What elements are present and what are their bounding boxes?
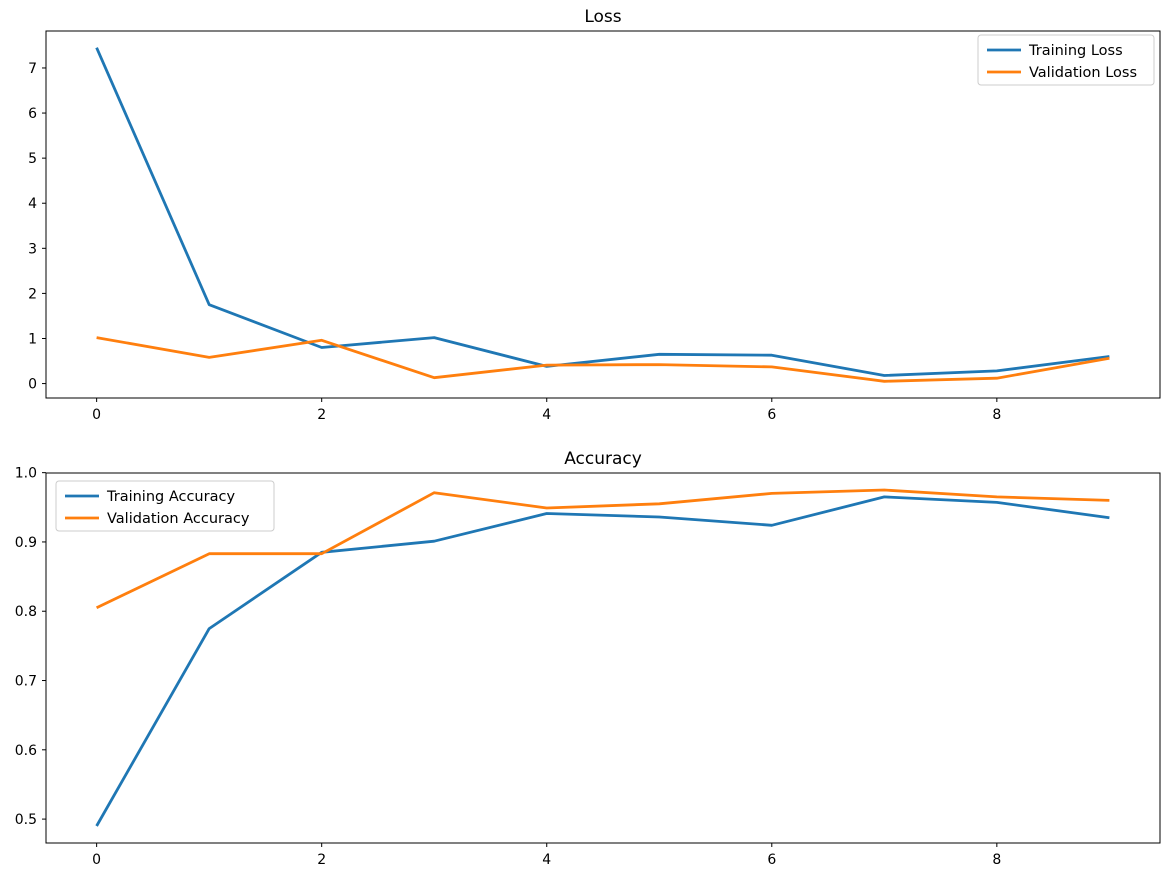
legend: Training Loss Validation Loss bbox=[977, 34, 1155, 86]
x-tick-label: 0 bbox=[92, 852, 101, 868]
chart-title: Accuracy bbox=[564, 449, 642, 469]
x-tick-label: 2 bbox=[317, 852, 326, 868]
loss-chart: Loss 0 2 4 6 8 0 1 2 3 4 5 6 7 Training Loss Validation… bbox=[28, 7, 1161, 423]
y-tick-label: 0.8 bbox=[15, 604, 37, 620]
x-tick-label: 8 bbox=[992, 407, 1001, 423]
legend-box bbox=[977, 34, 1155, 86]
y-tick-label: 1.0 bbox=[15, 466, 37, 482]
training-accuracy-line bbox=[95, 495, 1110, 827]
y-tick-label: 0.5 bbox=[15, 812, 37, 828]
y-tick-label: 4 bbox=[28, 196, 37, 212]
training-loss-line bbox=[95, 47, 1110, 377]
y-tick-label: 0.7 bbox=[15, 674, 37, 690]
y-tick-label: 6 bbox=[28, 106, 37, 122]
validation-accuracy-line bbox=[95, 488, 1110, 610]
x-tick-label: 4 bbox=[542, 407, 551, 423]
accuracy-chart: Accuracy 0 2 4 6 8 0.5 0.6 0.7 0.8 0.9 1.0 Training … bbox=[15, 449, 1161, 868]
legend: Training Accuracy Validation Accuracy bbox=[55, 480, 275, 532]
y-tick-label: 0.9 bbox=[15, 535, 37, 551]
x-tick-label: 6 bbox=[767, 852, 776, 868]
y-tick-label: 7 bbox=[28, 61, 37, 77]
x-tick-label: 0 bbox=[92, 407, 101, 423]
y-tick-label: 2 bbox=[28, 286, 37, 302]
x-tick-label: 2 bbox=[317, 407, 326, 423]
validation-loss-line bbox=[96, 336, 1110, 383]
legend-box bbox=[55, 480, 275, 532]
y-tick-label: 0 bbox=[28, 377, 37, 393]
chart-title: Loss bbox=[584, 7, 621, 27]
y-tick-label: 5 bbox=[28, 151, 37, 167]
y-tick-label: 1 bbox=[28, 331, 37, 347]
y-tick-label: 0.6 bbox=[15, 743, 37, 759]
validation-accuracy-legend-label: Validation Accuracy bbox=[107, 511, 250, 527]
plot-area bbox=[45, 472, 1161, 844]
x-tick-label: 6 bbox=[767, 407, 776, 423]
plot-area bbox=[45, 30, 1161, 399]
y-tick-label: 3 bbox=[28, 241, 37, 257]
x-tick-label: 4 bbox=[542, 852, 551, 868]
x-tick-label: 8 bbox=[992, 852, 1001, 868]
validation-loss-legend-label: Validation Loss bbox=[1029, 65, 1137, 81]
training-loss-legend-label: Training Loss bbox=[1028, 43, 1123, 59]
training-accuracy-legend-label: Training Accuracy bbox=[106, 489, 235, 505]
